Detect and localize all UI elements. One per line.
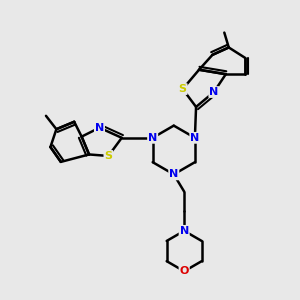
Text: N: N: [180, 226, 189, 236]
Text: N: N: [148, 133, 157, 143]
Text: N: N: [95, 123, 104, 133]
Text: S: S: [179, 84, 187, 94]
Text: N: N: [209, 87, 218, 97]
Text: N: N: [169, 169, 178, 179]
Text: N: N: [190, 133, 200, 143]
Text: S: S: [104, 151, 112, 161]
Text: O: O: [179, 266, 189, 276]
